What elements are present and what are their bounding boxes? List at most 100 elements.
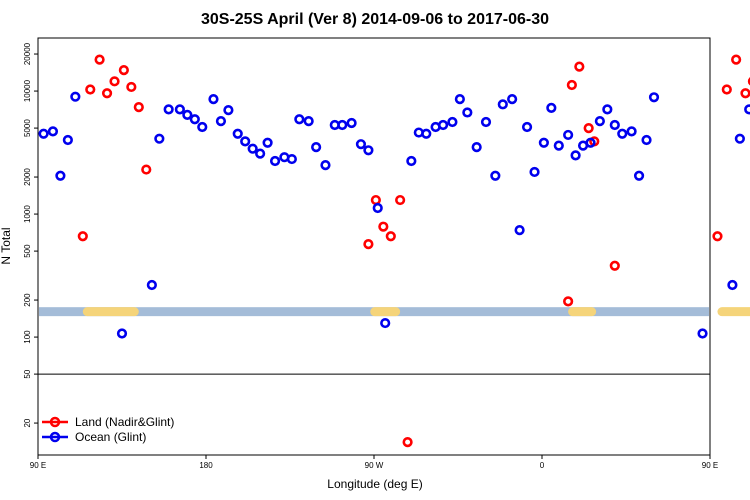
ocean-point: [641, 134, 652, 146]
ocean-point: [380, 317, 391, 329]
land-point: [126, 81, 137, 93]
land-band-segment: [717, 307, 750, 317]
land-point: [141, 164, 152, 175]
ocean-point: [189, 114, 200, 125]
y-tick-label: 500: [23, 244, 32, 258]
ocean-point: [521, 121, 533, 133]
ocean-point: [744, 104, 750, 115]
y-tick-label: 200: [23, 293, 32, 307]
land-point: [402, 437, 413, 448]
ocean-point: [232, 128, 243, 139]
land-point: [85, 84, 96, 95]
x-axis: 90 E 180 90 W 0 90 E: [30, 455, 718, 470]
ocean-point: [480, 116, 492, 128]
coverage-band: [39, 307, 750, 317]
ocean-point: [262, 137, 273, 148]
land-point: [721, 84, 732, 95]
x-tick-label: 0: [540, 461, 545, 470]
ocean-point: [286, 153, 297, 165]
ocean-point: [70, 91, 81, 102]
ocean-point: [197, 121, 208, 133]
x-tick-label: 90 E: [702, 461, 718, 470]
land-point: [94, 54, 105, 65]
land-point: [563, 296, 574, 307]
ocean-point: [116, 328, 128, 339]
ocean-point: [163, 104, 174, 115]
ocean-point: [255, 148, 266, 159]
land-point: [109, 76, 120, 87]
ocean-series: [38, 91, 750, 339]
ocean-point: [648, 92, 660, 103]
ocean-point: [497, 99, 508, 110]
y-axis: 20 50 100 200 500 1000 2000 5000 10000 20000: [23, 42, 38, 428]
ocean-point: [490, 170, 501, 181]
ocean-point: [553, 140, 564, 151]
ocean-point: [269, 155, 281, 167]
ocean-point: [55, 170, 66, 181]
land-band-segment: [370, 307, 401, 317]
legend-land-label: Land (Nadir&Glint): [75, 415, 174, 429]
ocean-point: [697, 328, 708, 339]
ocean-point: [174, 104, 185, 115]
ocean-point: [529, 166, 540, 178]
ocean-point: [617, 128, 628, 139]
land-point: [363, 239, 374, 250]
ocean-point: [585, 137, 596, 148]
y-axis-label: N Total: [0, 227, 13, 264]
y-tick-label: 20000: [23, 42, 32, 65]
land-point: [118, 65, 129, 76]
land-point: [395, 194, 406, 206]
ocean-point: [337, 119, 348, 131]
ocean-point: [247, 143, 258, 154]
land-point: [609, 260, 620, 271]
x-tick-label: 90 E: [30, 461, 46, 470]
legend-ocean-label: Ocean (Glint): [75, 430, 146, 444]
land-band-segment: [82, 307, 139, 317]
y-tick-label: 100: [23, 330, 32, 344]
x-tick-label: 180: [199, 461, 213, 470]
ocean-point: [311, 142, 322, 153]
land-point: [385, 231, 396, 242]
ocean-point: [507, 94, 518, 105]
land-point: [566, 79, 577, 91]
ocean-point: [38, 128, 49, 139]
ocean-point: [215, 115, 227, 127]
land-point: [133, 102, 144, 113]
ocean-point: [602, 104, 613, 115]
ocean-point: [454, 94, 465, 105]
land-point: [740, 88, 750, 99]
land-series: [77, 54, 750, 448]
ocean-point: [294, 114, 305, 125]
ocean-point: [320, 160, 331, 171]
land-point: [77, 231, 88, 242]
ocean-point: [406, 155, 417, 167]
ocean-point: [208, 94, 219, 105]
legend-item-land: Land (Nadir&Glint): [42, 415, 174, 429]
ocean-point: [514, 225, 525, 236]
land-point: [747, 77, 750, 86]
y-tick-label: 10000: [23, 79, 32, 102]
ocean-point: [421, 128, 432, 139]
ocean-point: [594, 115, 605, 127]
ocean-point: [734, 133, 745, 144]
ocean-point: [570, 150, 581, 161]
legend-item-ocean: Ocean (Glint): [42, 430, 146, 444]
ocean-point: [346, 117, 357, 129]
ocean-point: [372, 202, 383, 214]
y-tick-label: 1000: [23, 205, 32, 223]
chart-title: 30S-25S April (Ver 8) 2014-09-06 to 2017…: [201, 11, 549, 28]
ocean-point: [462, 107, 473, 118]
ocean-point: [146, 279, 157, 291]
ocean-point: [240, 136, 251, 147]
x-tick-label: 90 W: [365, 461, 384, 470]
x-axis-label: Longitude (deg E): [327, 477, 422, 491]
land-point: [574, 61, 585, 72]
ocean-point: [62, 134, 73, 146]
land-point: [583, 122, 594, 134]
ocean-point: [546, 102, 557, 113]
ocean-point: [303, 115, 314, 127]
ocean-point: [437, 119, 449, 131]
ocean-point: [355, 139, 367, 150]
ocean-point: [633, 170, 645, 181]
